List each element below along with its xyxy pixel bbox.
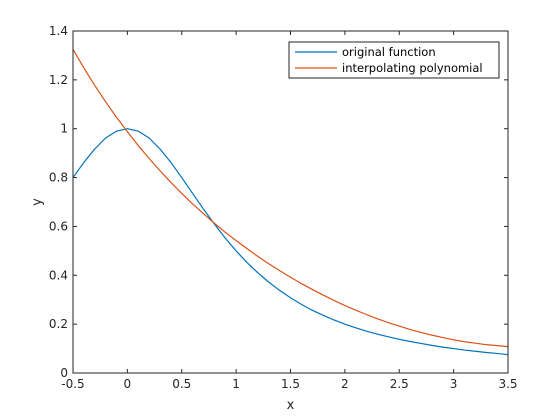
y-tick-label: 0.2 <box>49 317 68 331</box>
legend-label-original-function: original function <box>342 45 436 59</box>
y-tick-label: 0 <box>60 366 68 380</box>
x-tick-label: 1.5 <box>281 377 300 391</box>
x-tick-label: 3.5 <box>498 377 517 391</box>
legend-label-interpolating-polynomial: interpolating polynomial <box>342 61 483 75</box>
x-tick-label: 2.5 <box>390 377 409 391</box>
x-tick-label: 0 <box>124 377 132 391</box>
legend: original function interpolating polynomi… <box>289 42 499 78</box>
x-tick-label: 1 <box>232 377 240 391</box>
x-tick-label: 3 <box>450 377 458 391</box>
plot-area <box>73 31 508 373</box>
y-tick-label: 0.8 <box>49 171 68 185</box>
y-tick-label: 1 <box>60 122 68 136</box>
y-tick-label: 1.2 <box>49 73 68 87</box>
y-tick-label: 0.4 <box>49 268 68 282</box>
x-axis-label: x <box>287 398 295 413</box>
y-tick-label: 1.4 <box>49 24 68 38</box>
x-tick-label: 0.5 <box>172 377 191 391</box>
y-tick-label: 0.6 <box>49 219 68 233</box>
y-axis-label: y <box>30 198 45 206</box>
x-tick-label: 2 <box>341 377 349 391</box>
